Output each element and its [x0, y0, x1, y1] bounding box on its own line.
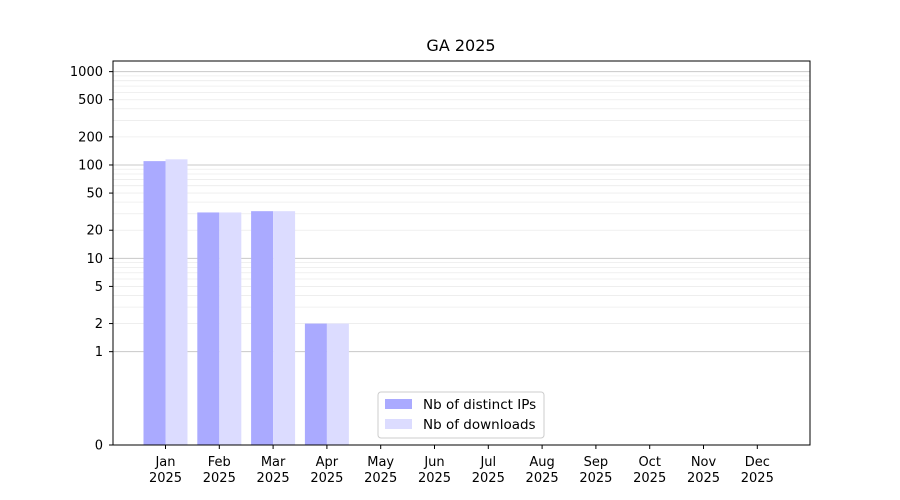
y-tick-label: 1000 [70, 65, 103, 80]
y-tick-label: 5 [95, 280, 103, 295]
plot-frame [112, 60, 811, 446]
bar [165, 159, 188, 445]
y-tick-label: 100 [78, 158, 103, 173]
bar [219, 212, 242, 445]
bar [326, 323, 349, 445]
y-tick-label: 0 [95, 439, 103, 454]
bar [304, 323, 327, 445]
legend: Nb of distinct IPs Nb of downloads [377, 391, 545, 439]
x-tick-label-year: 2025 [310, 471, 343, 486]
x-tick-label-year: 2025 [741, 471, 774, 486]
bar [251, 211, 274, 445]
legend-box [377, 391, 545, 439]
y-tick-label: 10 [86, 252, 103, 267]
chart-title: GA 2025 [426, 36, 495, 55]
x-tick-label-month: Jul [479, 455, 496, 470]
x-tick-label-month: Sep [584, 455, 609, 470]
legend-label: Nb of downloads [423, 417, 536, 433]
y-axis: 0 1 2 5 10 20 50 100 200 500 1000 [70, 65, 113, 454]
x-tick-label-year: 2025 [364, 471, 397, 486]
x-tick-label-month: Oct [638, 455, 660, 470]
bars [143, 159, 349, 446]
x-tick-label-year: 2025 [526, 471, 559, 486]
x-tick-label-year: 2025 [418, 471, 451, 486]
y-tick-label: 2 [95, 317, 103, 332]
x-tick-label-month: Feb [208, 455, 231, 470]
x-tick-label-year: 2025 [633, 471, 666, 486]
y-tick-label: 1 [95, 345, 103, 360]
y-tick-label: 50 [86, 187, 103, 202]
bar [143, 161, 166, 446]
x-tick-label-month: Apr [316, 455, 339, 470]
y-tick-label: 500 [78, 93, 103, 108]
bar [197, 212, 220, 445]
x-tick-label-year: 2025 [579, 471, 612, 486]
x-tick-label-year: 2025 [149, 471, 182, 486]
x-tick-label-year: 2025 [203, 471, 236, 486]
y-tick-label: 20 [86, 224, 103, 239]
legend-swatch [385, 419, 412, 429]
x-tick-label-month: Nov [691, 455, 717, 470]
x-axis: Jan2025Feb2025Mar2025Apr2025May2025Jun20… [149, 445, 774, 486]
x-tick-label-month: Mar [261, 455, 286, 470]
x-tick-label-month: Aug [529, 455, 554, 470]
x-tick-label-year: 2025 [257, 471, 290, 486]
x-tick-label-month: Jun [423, 455, 444, 470]
legend-swatch [385, 399, 412, 409]
y-tick-label: 200 [78, 130, 103, 145]
bar [273, 211, 296, 445]
legend-label: Nb of distinct IPs [423, 397, 536, 413]
x-tick-label-year: 2025 [687, 471, 720, 486]
x-tick-label-year: 2025 [472, 471, 505, 486]
x-tick-label-month: May [367, 455, 394, 470]
x-tick-label-month: Dec [745, 455, 770, 470]
x-tick-label-month: Jan [154, 455, 175, 470]
